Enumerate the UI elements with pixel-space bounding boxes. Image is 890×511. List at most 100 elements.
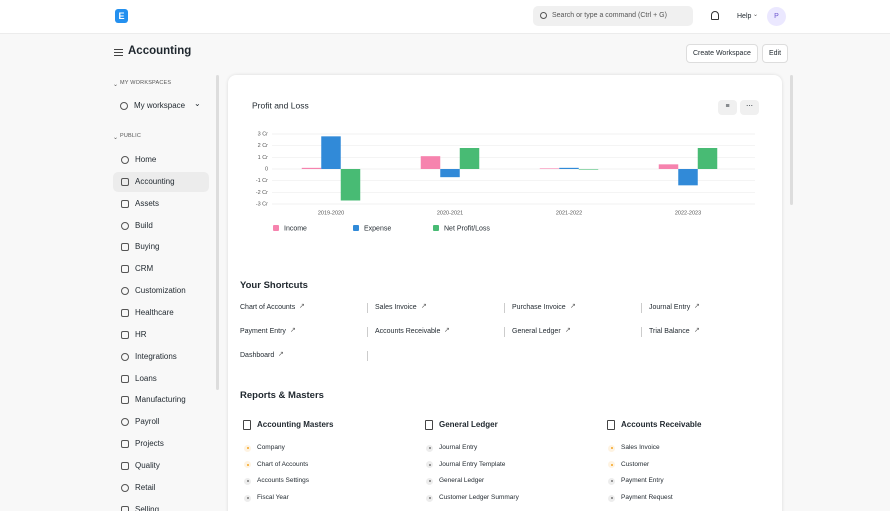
- report-link[interactable]: Payment Request: [621, 494, 673, 502]
- external-arrow: ↗: [444, 327, 450, 334]
- sidebar-item[interactable]: Buying: [135, 242, 160, 252]
- sidebar-item[interactable]: Customization: [135, 286, 186, 296]
- bullet-dot: [428, 497, 431, 500]
- section-caret: ⌄: [113, 135, 119, 141]
- report-link[interactable]: Journal Entry Template: [439, 460, 506, 468]
- icon: [121, 440, 129, 449]
- bullet-dot: [246, 480, 249, 483]
- icon: [121, 418, 129, 427]
- external-arrow: ↗: [570, 303, 576, 310]
- section-heading: Your Shortcuts: [240, 280, 308, 291]
- legend-label: Net Profit/Loss: [444, 225, 490, 232]
- shortcut[interactable]: Purchase Invoice: [512, 304, 566, 311]
- icon: [121, 483, 129, 492]
- external-arrow: ↗: [299, 303, 305, 310]
- bar: [321, 136, 341, 169]
- report-link[interactable]: Journal Entry: [439, 444, 478, 451]
- sidebar-item[interactable]: Assets: [135, 198, 160, 208]
- sidebar-item[interactable]: Payroll: [135, 417, 160, 427]
- report-link[interactable]: Payment Entry: [621, 477, 664, 485]
- icon: [121, 221, 129, 230]
- notification-bell[interactable]: [711, 11, 719, 20]
- external-arrow: ↗: [421, 303, 427, 310]
- sidebar-item[interactable]: Healthcare: [135, 307, 174, 317]
- report-link[interactable]: Customer: [621, 460, 650, 468]
- legend-swatch: [273, 225, 279, 231]
- shortcut[interactable]: Trial Balance: [649, 328, 690, 335]
- bar: [578, 169, 599, 170]
- icon: [121, 287, 129, 296]
- shortcut[interactable]: Sales Invoice: [375, 304, 417, 311]
- icon: [121, 352, 129, 361]
- sidebar-item[interactable]: My workspace: [134, 101, 186, 110]
- shortcut[interactable]: Journal Entry: [649, 304, 691, 311]
- avatar[interactable]: P: [767, 7, 786, 26]
- bar: [420, 156, 441, 169]
- chart-action-button[interactable]: ≡: [718, 100, 737, 115]
- sidebar-item[interactable]: Quality: [135, 460, 160, 470]
- header-button[interactable]: Create Workspace: [686, 44, 758, 63]
- shortcut[interactable]: Payment Entry: [240, 328, 286, 335]
- sidebar-item[interactable]: Retail: [135, 482, 156, 492]
- bullet-dot: [428, 463, 431, 466]
- bullet-dot: [428, 447, 431, 449]
- hamburger[interactable]: [114, 49, 123, 50]
- report-link[interactable]: Fiscal Year: [257, 494, 289, 502]
- icon: [121, 505, 129, 511]
- shortcut[interactable]: Dashboard: [240, 352, 275, 359]
- report-link[interactable]: Accounts Settings: [257, 477, 310, 485]
- sidebar-item[interactable]: Manufacturing: [135, 395, 186, 405]
- sidebar-item[interactable]: HR: [135, 329, 147, 339]
- sidebar-item[interactable]: Integrations: [135, 351, 177, 361]
- external-arrow: ↗: [565, 327, 571, 334]
- sidebar-item[interactable]: Projects: [135, 439, 164, 449]
- bar: [539, 168, 560, 169]
- y-tick-label: 2 Cr: [258, 143, 269, 149]
- bullet-dot: [428, 480, 431, 483]
- page-scrollbar: [790, 75, 793, 205]
- card-heading: Accounts Receivable: [621, 420, 702, 429]
- logo[interactable]: E: [115, 9, 128, 23]
- shortcut[interactable]: General Ledger: [512, 328, 561, 335]
- hamburger[interactable]: [114, 55, 123, 56]
- workspace-card: [228, 75, 782, 511]
- sidebar-section-title: MY WORKSPACES: [120, 80, 172, 86]
- help-menu[interactable]: Help: [737, 13, 752, 20]
- section-heading: Reports & Masters: [240, 390, 324, 401]
- y-tick-label: -2 Cr: [256, 190, 268, 196]
- bullet-dot: [610, 480, 613, 483]
- external-arrow: ↗: [694, 303, 700, 310]
- search-box[interactable]: [533, 6, 693, 26]
- shortcut[interactable]: Chart of Accounts: [240, 304, 296, 311]
- sidebar-item[interactable]: Build: [135, 220, 153, 230]
- sidebar-item[interactable]: CRM: [135, 264, 154, 274]
- shortcut[interactable]: Accounts Receivable: [375, 328, 441, 335]
- external-arrow: ↗: [290, 327, 296, 334]
- search-placeholder: Search or type a command (Ctrl + G): [552, 12, 667, 19]
- sidebar-item[interactable]: Loans: [135, 373, 157, 383]
- header-button[interactable]: Edit: [762, 44, 789, 63]
- separator: [504, 327, 505, 337]
- search-icon: [540, 12, 547, 19]
- report-link[interactable]: Sales Invoice: [621, 444, 660, 451]
- chart-action-button[interactable]: ⋯: [740, 100, 759, 115]
- y-tick-label: -1 Cr: [256, 178, 268, 184]
- report-link[interactable]: Company: [257, 444, 285, 451]
- report-link[interactable]: Chart of Accounts: [257, 460, 309, 468]
- icon: [121, 265, 129, 274]
- bar: [340, 169, 361, 201]
- doc-icon: [425, 420, 433, 430]
- sidebar-item[interactable]: Accounting: [135, 176, 175, 186]
- sidebar-section-title: PUBLIC: [120, 133, 142, 139]
- hamburger[interactable]: [114, 52, 123, 53]
- bullet-dot: [246, 497, 249, 500]
- sidebar-item[interactable]: Selling: [135, 504, 160, 511]
- doc-icon: [243, 420, 251, 430]
- report-link[interactable]: General Ledger: [439, 477, 485, 485]
- sidebar-item[interactable]: Home: [135, 155, 157, 164]
- report-link[interactable]: Customer Ledger Summary: [439, 494, 519, 502]
- bullet-dot: [610, 463, 613, 466]
- legend-swatch: [433, 225, 439, 231]
- icon: [121, 243, 129, 252]
- section-caret: ⌄: [113, 82, 119, 88]
